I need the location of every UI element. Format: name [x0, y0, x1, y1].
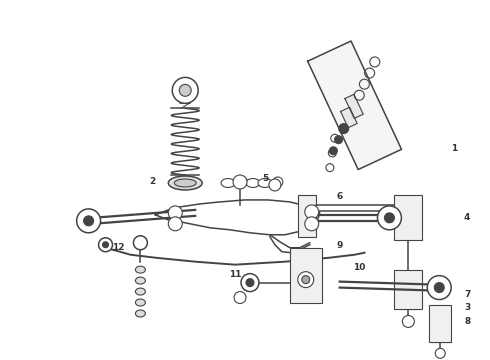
Circle shape: [168, 217, 182, 231]
Text: 12: 12: [112, 243, 125, 252]
Circle shape: [385, 213, 394, 223]
Circle shape: [98, 238, 113, 252]
Circle shape: [172, 77, 198, 103]
Circle shape: [305, 205, 318, 219]
Circle shape: [435, 348, 445, 358]
Text: 7: 7: [464, 290, 470, 299]
Circle shape: [302, 276, 310, 284]
Text: 3: 3: [464, 303, 470, 312]
Bar: [394, 195, 422, 240]
Bar: [290, 248, 322, 302]
Ellipse shape: [246, 179, 260, 188]
Circle shape: [273, 177, 283, 187]
Text: 2: 2: [149, 177, 155, 186]
Text: 10: 10: [353, 263, 366, 272]
Ellipse shape: [234, 177, 248, 186]
Circle shape: [102, 242, 108, 248]
Polygon shape: [345, 94, 363, 118]
Ellipse shape: [258, 179, 272, 188]
Circle shape: [76, 209, 100, 233]
Circle shape: [179, 84, 191, 96]
Text: 5: 5: [262, 174, 268, 183]
Text: 1: 1: [451, 144, 457, 153]
Ellipse shape: [135, 277, 146, 284]
Circle shape: [402, 315, 415, 328]
Text: 8: 8: [464, 317, 470, 326]
Circle shape: [133, 236, 147, 250]
Circle shape: [234, 292, 246, 303]
Text: 9: 9: [337, 241, 343, 250]
Ellipse shape: [135, 299, 146, 306]
Circle shape: [168, 206, 182, 220]
Circle shape: [269, 179, 281, 191]
Circle shape: [241, 274, 259, 292]
Circle shape: [339, 123, 349, 134]
Bar: [394, 270, 422, 310]
Text: 11: 11: [229, 270, 241, 279]
Circle shape: [329, 147, 337, 155]
Circle shape: [434, 283, 444, 293]
Circle shape: [377, 206, 401, 230]
Ellipse shape: [168, 176, 202, 190]
Bar: [298, 195, 316, 237]
Text: 4: 4: [464, 213, 470, 222]
Circle shape: [233, 175, 247, 189]
Text: 6: 6: [337, 193, 343, 202]
Ellipse shape: [174, 179, 196, 187]
Ellipse shape: [221, 179, 235, 188]
Circle shape: [335, 136, 343, 144]
Circle shape: [84, 216, 94, 226]
Circle shape: [246, 279, 254, 287]
Ellipse shape: [135, 310, 146, 317]
Circle shape: [305, 217, 318, 231]
Polygon shape: [341, 107, 357, 128]
Circle shape: [427, 276, 451, 300]
Circle shape: [298, 272, 314, 288]
Bar: [429, 305, 451, 342]
Polygon shape: [308, 41, 401, 170]
Ellipse shape: [135, 288, 146, 295]
Ellipse shape: [135, 266, 146, 273]
